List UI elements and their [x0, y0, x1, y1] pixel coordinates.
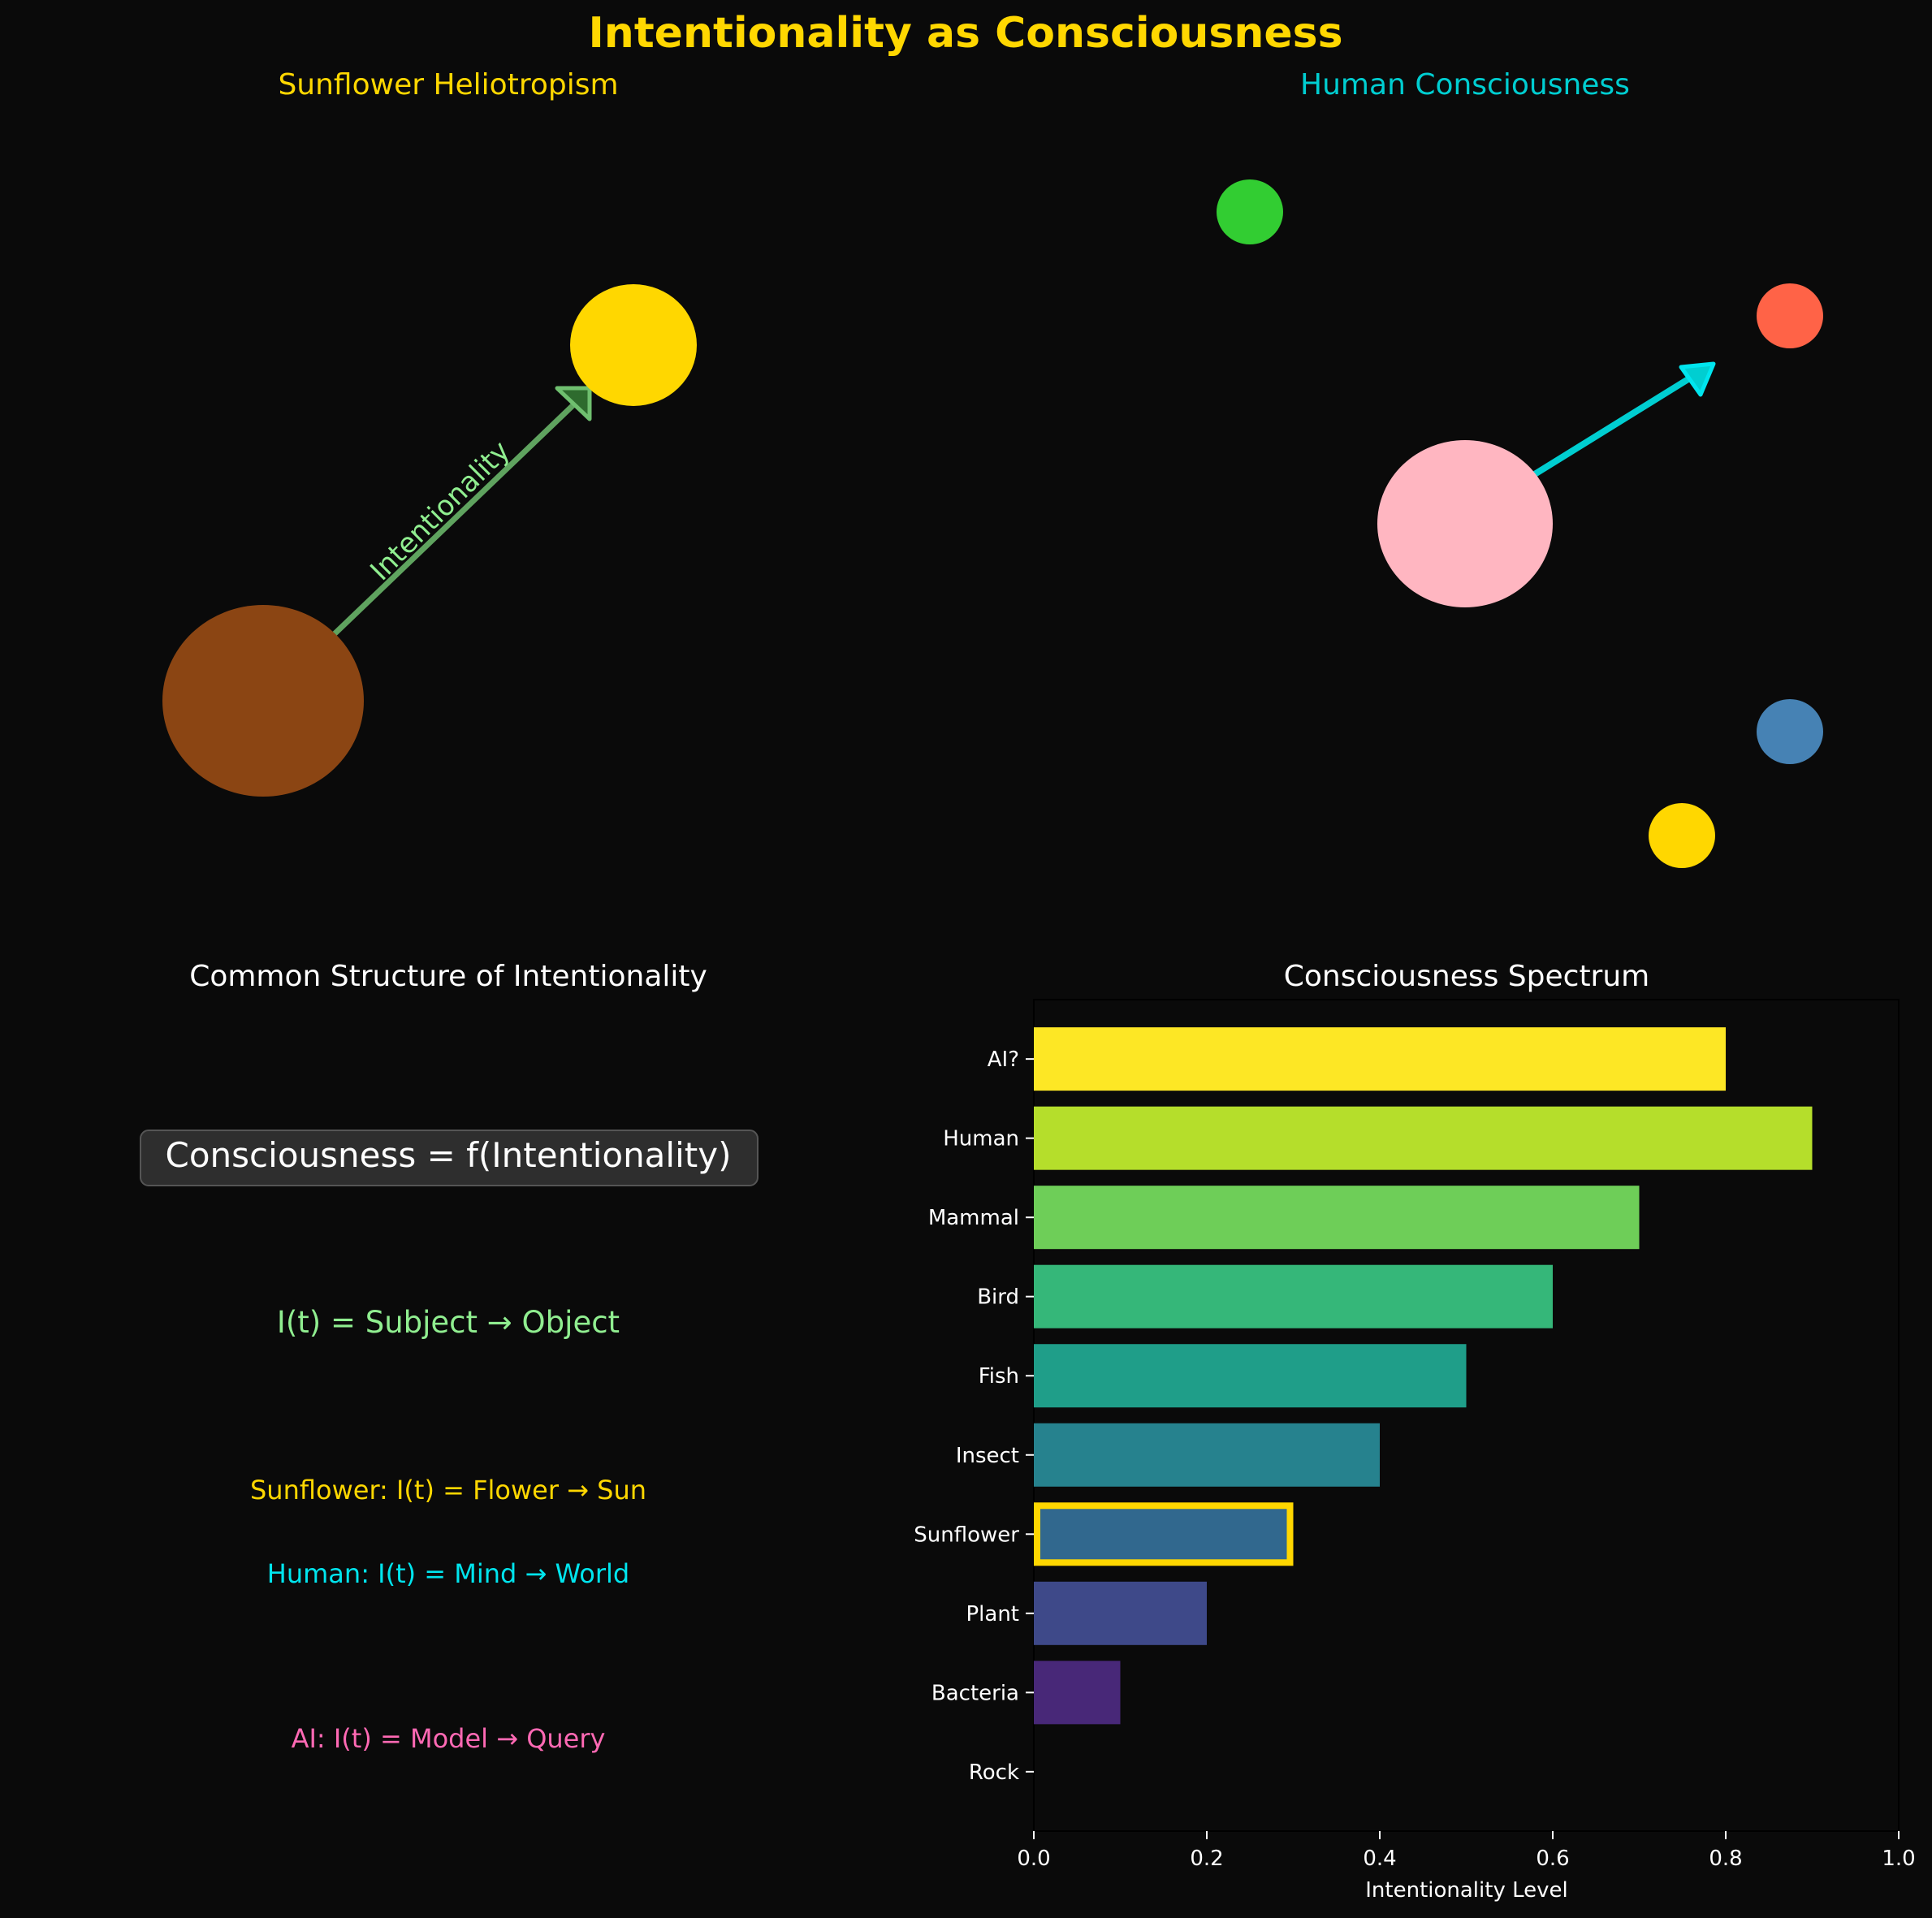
human-panel-title: Human Consciousness: [1300, 68, 1630, 102]
world-object-red: [1757, 283, 1823, 348]
x-tick-label: 0.2: [1190, 1847, 1223, 1871]
general-formula: I(t) = Subject → Object: [277, 1305, 620, 1340]
y-tick-label: Human: [943, 1127, 1019, 1151]
x-tick-label: 0.8: [1709, 1847, 1742, 1871]
x-tick-label: 0.6: [1536, 1847, 1569, 1871]
bar-bacteria: [1034, 1661, 1121, 1725]
human-intentionality-arrow: [1524, 370, 1701, 482]
bar-bird: [1034, 1264, 1553, 1328]
chart-title: Consciousness Spectrum: [1284, 960, 1650, 993]
y-tick-label: Mammal: [928, 1206, 1019, 1230]
bar-human: [1034, 1106, 1813, 1170]
consciousness-spectrum-chart: Consciousness Spectrum Rock Bacteria Plant…: [914, 960, 1915, 1903]
main-formula-box: [140, 1130, 759, 1186]
human-arrow-head: [1679, 361, 1716, 397]
world-object-yellow: [1649, 803, 1715, 868]
y-tick-label: Plant: [966, 1602, 1019, 1626]
y-tick-label: Insect: [956, 1444, 1019, 1468]
chart-plot-area: [1033, 999, 1900, 1832]
ai-formula: AI: I(t) = Model → Query: [292, 1723, 606, 1754]
sunflower-formula: Sunflower: I(t) = Flower → Sun: [250, 1475, 646, 1505]
y-tick-label: AI?: [988, 1048, 1019, 1072]
bar-insect: [1034, 1423, 1380, 1487]
chart-x-axis-label: Intentionality Level: [1365, 1878, 1567, 1903]
bar-mammal: [1034, 1186, 1640, 1250]
y-tick-label: Sunflower: [914, 1523, 1019, 1547]
world-object-blue: [1757, 699, 1823, 764]
sunflower-flower-circle: [162, 605, 364, 797]
y-tick-label: Rock: [969, 1760, 1019, 1785]
x-tick-label: 0.4: [1363, 1847, 1396, 1871]
human-formula: Human: I(t) = Mind → World: [267, 1558, 629, 1589]
sunflower-panel-title: Sunflower Heliotropism: [278, 68, 618, 102]
chart-bars: [1034, 1027, 1813, 1725]
figure-title: Intentionality as Consciousness: [588, 9, 1342, 58]
sunflower-intentionality-arrow: [322, 397, 581, 646]
human-mind-circle: [1377, 440, 1553, 607]
y-tick-label: Fish: [979, 1364, 1019, 1389]
bar-sunflower: [1034, 1502, 1294, 1566]
y-tick-label: Bird: [977, 1285, 1019, 1310]
sun-circle: [570, 284, 697, 406]
main-formula: Consciousness = f(Intentionality): [166, 1135, 732, 1175]
x-tick-label: 1.0: [1882, 1847, 1915, 1871]
chart-x-ticks: 0.0 0.2 0.4 0.6 0.8 1.0: [1017, 1831, 1916, 1871]
bar-fish: [1034, 1344, 1467, 1408]
bar-ai: [1034, 1027, 1726, 1091]
world-object-green: [1217, 179, 1283, 244]
sunflower-arrow-head: [555, 386, 592, 421]
y-tick-label: Bacteria: [931, 1681, 1019, 1705]
structure-panel: Common Structure of Intentionality Consc…: [140, 960, 759, 1754]
structure-panel-title: Common Structure of Intentionality: [189, 960, 707, 993]
bar-plant: [1034, 1581, 1207, 1645]
human-panel: Human Consciousness: [1217, 68, 1823, 868]
chart-y-ticks: Rock Bacteria Plant Sunflower Insect Fish Bird…: [914, 1048, 1034, 1785]
sunflower-panel: Sunflower Heliotropism Intentionality: [162, 68, 697, 797]
x-tick-label: 0.0: [1017, 1847, 1050, 1871]
